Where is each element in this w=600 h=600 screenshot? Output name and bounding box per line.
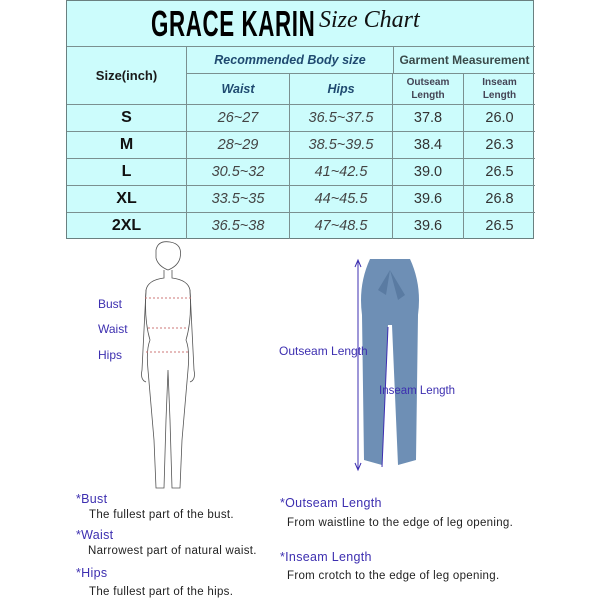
brand-logo: GRACE KARIN — [151, 3, 316, 44]
def-text-bust: The fullest part of the bust. — [89, 509, 234, 521]
inseam-header: Inseam Length — [482, 77, 517, 101]
hips-cell: 47~48.5 — [290, 212, 393, 239]
hips-cell: 36.5~37.5 — [290, 104, 393, 131]
hips-cell: 44~45.5 — [290, 185, 393, 212]
outseam-cell: 37.8 — [393, 104, 464, 131]
size-chart-table: GRACE KARIN Size Chart Size(inch) Recomm… — [66, 0, 535, 239]
waist-cell: 26~27 — [187, 104, 290, 131]
outseam-cell: 39.6 — [393, 212, 464, 239]
body-figure-illustration — [141, 241, 195, 489]
hips-cell: 41~42.5 — [290, 158, 393, 185]
size-cell: S — [67, 104, 187, 131]
inseam-cell: 26.5 — [464, 158, 535, 185]
def-term-outseam: *Outseam Length — [280, 496, 382, 510]
hips-cell: 38.5~39.5 — [290, 131, 393, 158]
def-term-hips: *Hips — [76, 566, 108, 580]
waist-header: Waist — [187, 74, 290, 104]
body-size-group-header: Recommended Body size — [187, 46, 393, 74]
outseam-header: Outseam Length — [393, 74, 464, 104]
figure-label-waist: Waist — [98, 322, 128, 336]
inseam-cell: 26.0 — [464, 104, 535, 131]
size-cell: M — [67, 131, 187, 158]
def-text-inseam: From crotch to the edge of leg opening. — [287, 570, 500, 582]
def-text-waist: Narrowest part of natural waist. — [88, 545, 257, 557]
def-term-waist: *Waist — [76, 528, 114, 542]
size-cell: 2XL — [67, 212, 187, 239]
figure-label-bust: Bust — [98, 297, 123, 311]
inseam-cell: 26.8 — [464, 185, 535, 212]
inseam-label: Inseam Length — [379, 385, 456, 397]
figure-label-hips: Hips — [98, 348, 123, 362]
outseam-cell: 38.4 — [393, 131, 464, 158]
waist-cell: 30.5~32 — [187, 158, 290, 185]
waist-cell: 28~29 — [187, 131, 290, 158]
outseam-label: Outseam Length — [279, 344, 368, 358]
inseam-cell: 26.5 — [464, 212, 535, 239]
garment-group-header: Garment Measurement — [393, 46, 535, 74]
pants-illustration — [354, 258, 419, 472]
hips-header: Hips — [290, 74, 393, 104]
inseam-cell: 26.3 — [464, 131, 535, 158]
def-term-inseam: *Inseam Length — [280, 550, 372, 564]
outseam-cell: 39.0 — [393, 158, 464, 185]
def-text-outseam: From waistline to the edge of leg openin… — [287, 517, 514, 529]
chart-subtitle: Size Chart — [319, 7, 420, 33]
waist-cell: 33.5~35 — [187, 185, 290, 212]
outseam-cell: 39.6 — [393, 185, 464, 212]
def-term-bust: *Bust — [76, 492, 108, 506]
def-text-hips: The fullest part of the hips. — [89, 586, 234, 598]
size-cell: L — [67, 158, 187, 185]
waist-cell: 36.5~38 — [187, 212, 290, 239]
size-header: Size(inch) — [67, 46, 187, 104]
size-cell: XL — [67, 185, 187, 212]
